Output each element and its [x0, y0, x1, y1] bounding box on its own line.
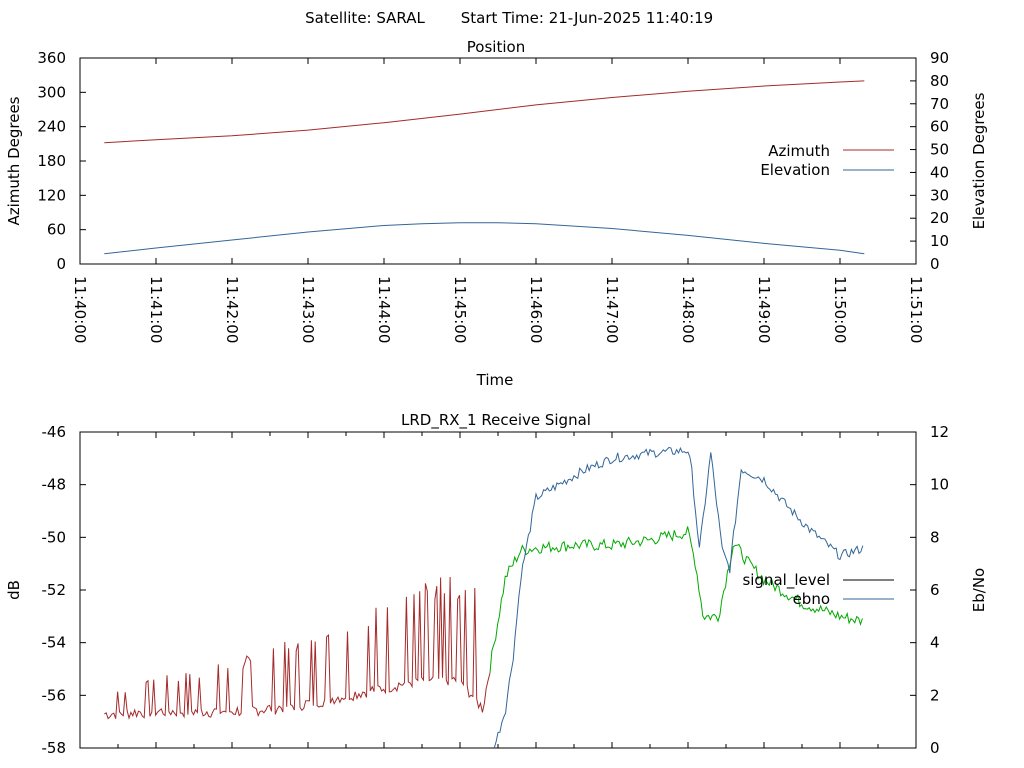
ebno-line: [493, 446, 864, 749]
time-axis-label: Time: [476, 371, 514, 389]
x-tick-label: 11:42:00: [223, 276, 241, 343]
position-series: [104, 80, 865, 255]
y2-tick-label: 4: [930, 634, 940, 652]
y2-tick-label: 40: [930, 163, 949, 181]
azimuth-axis-label: Azimuth Degrees: [5, 96, 23, 225]
y-tick-label: -48: [42, 476, 67, 494]
legend-signal-level-label: signal_level: [742, 571, 830, 590]
x-tick-label: 11:41:00: [147, 276, 165, 343]
y2-tick-label: 0: [930, 739, 940, 757]
y-tick-label: -52: [42, 581, 67, 599]
x-tick-label: 11:46:00: [527, 276, 545, 343]
receive-signal-chart-title: LRD_RX_1 Receive Signal: [401, 411, 591, 430]
satellite-label: Satellite: SARAL: [305, 9, 425, 27]
y-tick-label: -50: [42, 528, 67, 546]
y-tick-label: 0: [56, 255, 66, 273]
y2-tick-label: 6: [930, 581, 940, 599]
y-tick-label: 360: [37, 49, 66, 67]
x-tick-label: 11:40:00: [71, 276, 89, 343]
y-tick-label: -54: [42, 634, 67, 652]
azimuth-line: [104, 80, 865, 144]
y2-tick-label: 2: [930, 686, 940, 704]
position-chart: Position 11:40:00 11:41:00 11:42:00 11:43:0…: [5, 38, 988, 389]
signal-series: [104, 446, 864, 749]
y-tick-label: -58: [42, 739, 67, 757]
legend-azimuth-label: Azimuth: [768, 142, 830, 160]
y-tick-label: 120: [37, 186, 66, 204]
x-tick-label: 11:51:00: [907, 276, 925, 343]
x-tick-label: 11:50:00: [831, 276, 849, 343]
y2-tick-label: 10: [930, 232, 949, 250]
x-tick-label: 11:49:00: [755, 276, 773, 343]
x-tick-label: 11:43:00: [299, 276, 317, 343]
y2-tick-label: 20: [930, 209, 949, 227]
elevation-axis-label: Elevation Degrees: [970, 92, 988, 229]
db-axis-label: dB: [5, 580, 23, 600]
y-tick-label: 240: [37, 118, 66, 136]
y2-tick-label: 30: [930, 186, 949, 204]
y-tick-label: 60: [47, 221, 66, 239]
y2-tick-label: 60: [930, 118, 949, 136]
position-legend: Azimuth Elevation: [760, 142, 894, 179]
position-chart-title: Position: [467, 38, 525, 56]
y2-tick-label: 0: [930, 255, 940, 273]
y2-tick-label: 8: [930, 528, 940, 546]
signal-axis-ticks: -58 -56 -54 -52 -50 -48 -46 0 2 4 6 8 10 12: [42, 423, 950, 757]
x-tick-label: 11:45:00: [451, 276, 469, 343]
y2-tick-label: 70: [930, 95, 949, 113]
y-tick-label: 300: [37, 83, 66, 101]
elevation-line: [104, 222, 865, 255]
start-time-label: Start Time: 21-Jun-2025 11:40:19: [461, 9, 713, 27]
legend-elevation-label: Elevation: [760, 161, 830, 179]
y2-tick-label: 12: [930, 423, 949, 441]
signal-legend: signal_level ebno: [742, 571, 894, 608]
y2-tick-label: 50: [930, 141, 949, 159]
y2-tick-label: 90: [930, 49, 949, 67]
x-tick-label: 11:48:00: [679, 276, 697, 343]
ebno-axis-label: Eb/No: [970, 568, 988, 612]
x-tick-label: 11:44:00: [375, 276, 393, 343]
y-tick-label: -46: [42, 423, 67, 441]
y-tick-label: 180: [37, 152, 66, 170]
y2-tick-label: 10: [930, 476, 949, 494]
y2-tick-label: 80: [930, 72, 949, 90]
signal-level-line-locked: [489, 526, 863, 674]
receive-signal-chart: LRD_RX_1 Receive Signal -58-56-54-52-50-…: [5, 411, 988, 757]
position-axis-ticks: 11:40:00 11:41:00 11:42:00 11:43:00 11:44:00…: [37, 49, 949, 343]
legend-ebno-label: ebno: [793, 590, 830, 608]
signal-plot-frame: [79, 431, 917, 749]
signal-level-line-unlocked: [104, 576, 491, 720]
y-tick-label: -56: [42, 686, 67, 704]
x-tick-label: 11:47:00: [603, 276, 621, 343]
